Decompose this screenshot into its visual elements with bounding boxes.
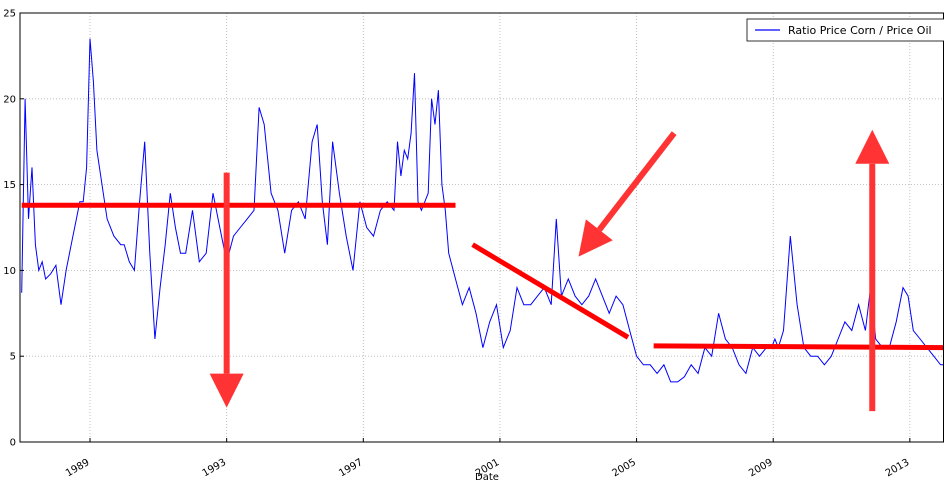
series-layer — [21, 38, 944, 383]
y-tick-label: 20 — [3, 94, 16, 105]
y-tick-label: 5 — [10, 352, 16, 363]
annotations — [21, 129, 944, 412]
y-axis-ticks: 0 5 10 15 20 25 — [3, 9, 24, 449]
trend-line — [653, 343, 944, 351]
x-tick-label: 2013 — [884, 457, 912, 479]
series-line — [21, 38, 944, 383]
arrow-head — [855, 129, 890, 164]
legend-box — [746, 18, 944, 42]
x-axis-label: Date — [475, 472, 499, 483]
x-tick-label: 2005 — [611, 457, 639, 479]
x-tick-label: 1993 — [201, 457, 229, 479]
legend-series-label: Ratio Price Corn / Price Oil — [788, 24, 932, 37]
y-tick-label: 10 — [3, 266, 16, 277]
arrow-shaft — [596, 131, 677, 232]
trend-line — [471, 242, 630, 340]
x-tick-label: 2009 — [747, 457, 775, 479]
y-tick-label: 0 — [10, 438, 16, 449]
x-tick-label: 1989 — [64, 457, 92, 479]
y-tick-label: 15 — [3, 180, 16, 191]
legend: Ratio Price Corn / Price Oil — [746, 18, 944, 42]
plot-frame — [19, 12, 944, 443]
grid — [20, 12, 944, 443]
arrow-head — [578, 219, 613, 257]
y-tick-label: 25 — [3, 9, 16, 20]
x-tick-label: 1997 — [337, 457, 365, 479]
arrow-head — [209, 373, 244, 408]
